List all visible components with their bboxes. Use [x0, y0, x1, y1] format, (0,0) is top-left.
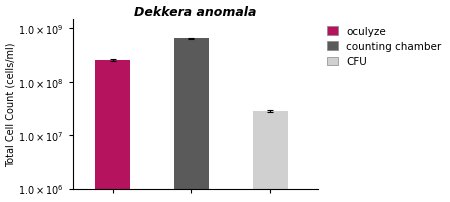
Y-axis label: Total Cell Count (cells/ml): Total Cell Count (cells/ml)	[5, 42, 16, 166]
Bar	[174, 39, 209, 202]
Bar	[252, 112, 288, 202]
Title: Dekkera anomala: Dekkera anomala	[134, 5, 256, 18]
Legend: oculyze, counting chamber, CFU: oculyze, counting chamber, CFU	[325, 25, 443, 69]
Bar	[95, 61, 130, 202]
